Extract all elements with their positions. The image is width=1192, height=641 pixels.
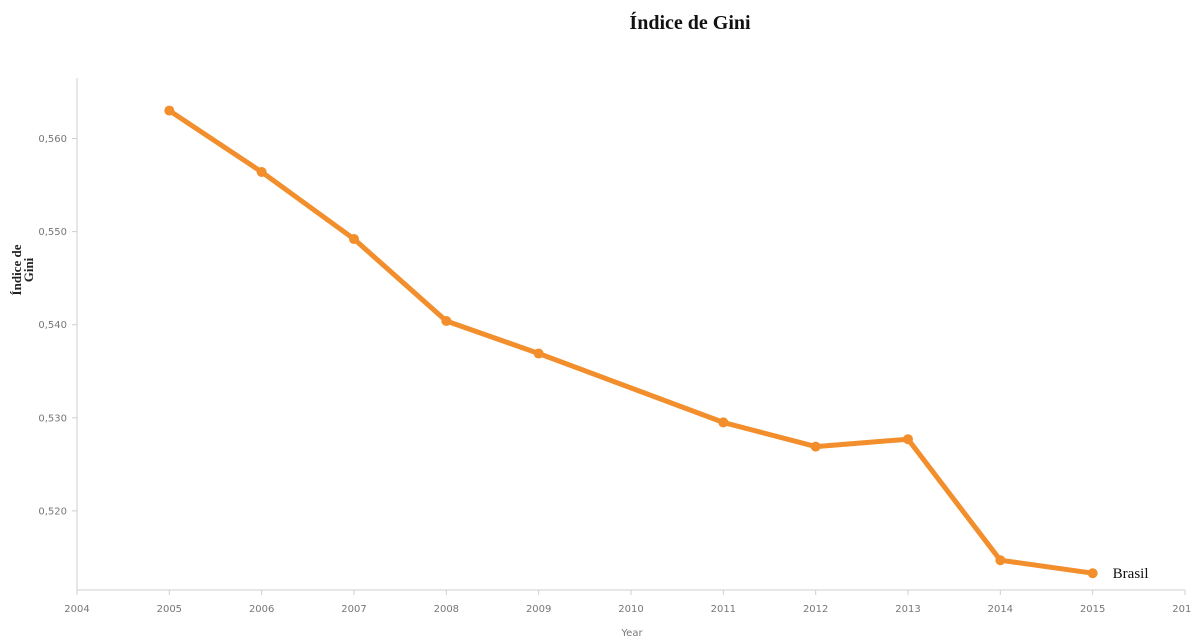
y-axis-label: Índice de Gini — [9, 244, 36, 295]
y-ticks: 0,520 0,530 0,540 0,550 0,560 — [38, 134, 77, 517]
y-axis-label-line-1: Índice de — [9, 244, 24, 295]
x-tick-label: 2007 — [341, 604, 366, 615]
x-tick-label: 2006 — [249, 604, 274, 615]
series-line-brasil — [166, 108, 1096, 576]
data-point[interactable] — [164, 105, 175, 116]
y-tick-label: 0,520 — [38, 506, 67, 517]
y-tick-label: 0,530 — [38, 413, 67, 424]
chart-title: Índice de Gini — [629, 11, 751, 34]
data-point[interactable] — [256, 167, 267, 178]
x-tick-label: 2014 — [988, 604, 1013, 615]
x-tick-label: 2005 — [157, 604, 182, 615]
x-ticks: 2004 2005 2006 2007 2008 2009 2010 2011 2012 2013… — [64, 590, 1192, 615]
x-axis-label: Year — [620, 628, 643, 639]
data-point[interactable] — [718, 417, 729, 428]
x-tick-label: 2016 — [1172, 604, 1192, 615]
y-tick-label: 0,550 — [38, 227, 67, 238]
series-label: Brasil — [1113, 566, 1149, 582]
y-tick-label: 0,540 — [38, 320, 67, 331]
y-tick-label: 0,560 — [38, 134, 67, 145]
data-point[interactable] — [810, 441, 821, 452]
x-tick-label: 2004 — [64, 604, 89, 615]
data-point[interactable] — [903, 434, 913, 445]
x-tick-label: 2010 — [618, 604, 643, 615]
data-point[interactable] — [533, 348, 544, 359]
data-point[interactable] — [349, 234, 359, 245]
data-point[interactable] — [441, 315, 452, 326]
x-tick-label: 2013 — [895, 604, 920, 615]
x-tick-label: 2008 — [434, 604, 459, 615]
data-point[interactable] — [1087, 568, 1098, 579]
y-axis-label-line-2: Gini — [21, 257, 36, 282]
series-layer: Brasil — [164, 105, 1149, 582]
x-tick-label: 2009 — [526, 604, 551, 615]
axes — [76, 78, 1185, 591]
x-tick-label: 2012 — [803, 604, 828, 615]
x-tick-label: 2015 — [1080, 604, 1105, 615]
data-point[interactable] — [995, 555, 1006, 566]
x-tick-label: 2011 — [711, 604, 736, 615]
